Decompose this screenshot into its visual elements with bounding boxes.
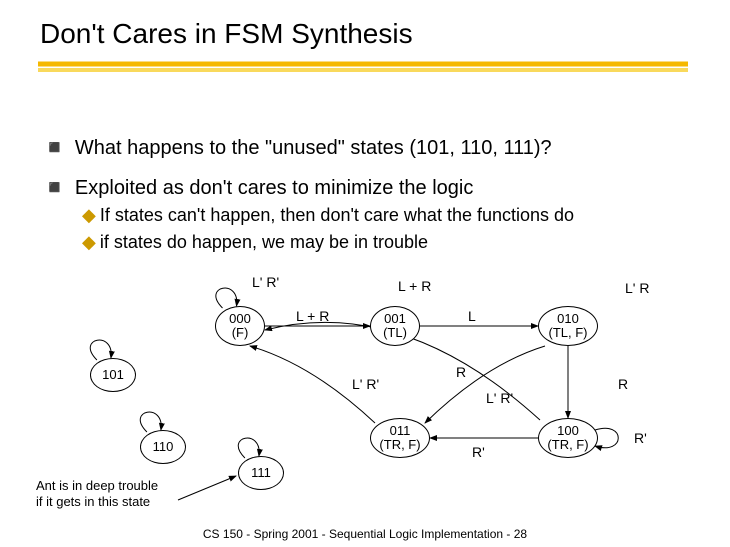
state-node-011: 011(TR, F) [370, 418, 430, 458]
state-node-label: 001(TL) [383, 312, 407, 341]
state-node-100: 100(TR, F) [538, 418, 598, 458]
sub-bullet-item: ◆if states do happen, we may be in troub… [82, 232, 428, 253]
sub-bullet-item: ◆If states can't happen, then don't care… [82, 205, 574, 226]
slide-footer: CS 150 - Spring 2001 - Sequential Logic … [0, 527, 730, 541]
state-node-010: 010(TL, F) [538, 306, 598, 346]
state-node-label: 110 [153, 440, 174, 454]
state-node-label: 010(TL, F) [549, 312, 588, 341]
sub-bullet-text: if states do happen, we may be in troubl… [100, 232, 428, 252]
edge-label: L + R [296, 308, 329, 324]
state-node-110: 110 [140, 430, 186, 464]
slide-title: Don't Cares in FSM Synthesis [40, 18, 413, 50]
bullet-item: ◾ Exploited as don't cares to minimize th… [42, 175, 473, 200]
edge-label: L [468, 308, 476, 324]
edge-label: R' [634, 430, 647, 446]
sub-bullet-icon: ◆ [82, 205, 96, 225]
state-node-label: 111 [251, 466, 271, 480]
state-node-label: 000(F) [229, 312, 251, 341]
edge-label: R' [472, 444, 485, 460]
title-underline [38, 60, 688, 74]
state-node-101: 101 [90, 358, 136, 392]
edge-label: R [618, 376, 628, 392]
bullet-icon: ◾ [42, 137, 67, 159]
bullet-text: Exploited as don't cares to minimize the… [75, 177, 473, 199]
state-node-label: 011(TR, F) [379, 424, 420, 453]
sub-bullet-text: If states can't happen, then don't care … [100, 205, 574, 225]
edge-label: L' R' [352, 376, 379, 392]
edge-label: R [456, 364, 466, 380]
state-node-label: 100(TR, F) [547, 424, 588, 453]
edge-label: L' R' [252, 274, 279, 290]
fsm-diagram: 000(F) 001(TL) 010(TL, F) 011(TR, F) 100(TR,… [0, 268, 730, 528]
diagram-note: Ant is in deep troubleif it gets in this… [36, 478, 158, 509]
state-node-000: 000(F) [215, 306, 265, 346]
edge-label: L' R [625, 280, 649, 296]
state-node-001: 001(TL) [370, 306, 420, 346]
bullet-item: ◾ What happens to the "unused" states (10… [42, 135, 552, 160]
edge-label: L + R [398, 278, 431, 294]
sub-bullet-icon: ◆ [82, 232, 96, 252]
bullet-icon: ◾ [42, 177, 67, 199]
edge-label: L' R' [486, 390, 513, 406]
state-node-111: 111 [238, 456, 284, 490]
bullet-text: What happens to the "unused" states (101… [75, 137, 552, 159]
state-node-label: 101 [102, 368, 124, 382]
